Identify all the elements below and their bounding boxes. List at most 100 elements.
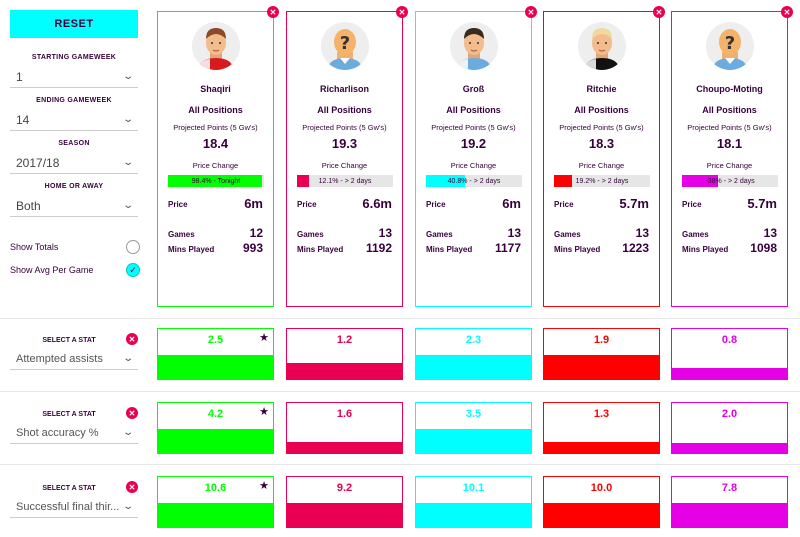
stat-value-box: 1.2 — [286, 328, 403, 380]
player-position: All Positions — [317, 105, 372, 115]
close-icon[interactable]: ✕ — [267, 6, 279, 18]
games-label: Games — [682, 230, 709, 239]
price-change-label: Price Change — [321, 161, 368, 170]
price-value: 5.7m — [747, 196, 777, 211]
close-icon[interactable]: ✕ — [781, 6, 793, 18]
mins-played-value: 993 — [242, 241, 263, 255]
close-icon[interactable]: ✕ — [126, 407, 138, 419]
mins-played-label: Mins Played — [426, 245, 473, 254]
price-change-label: Price Change — [450, 161, 497, 170]
stat-fill — [672, 503, 787, 527]
select-stat-label: SELECT A STAT — [42, 485, 96, 492]
close-icon[interactable]: ✕ — [396, 6, 408, 18]
stat-select[interactable]: Attempted assists ⌄ — [10, 348, 138, 370]
show-totals-radio[interactable] — [126, 240, 140, 254]
close-icon[interactable]: ✕ — [653, 6, 665, 18]
projected-points-label: Projected Points (5 Gw's) — [302, 123, 387, 132]
price-value: 6.6m — [362, 196, 392, 211]
stat-value: 2.3 — [465, 334, 482, 346]
projected-points-label: Projected Points (5 Gw's) — [687, 123, 772, 132]
stat-value: 1.6 — [336, 408, 353, 420]
stat-value: 4.2 — [207, 408, 224, 420]
starting-gameweek-label: STARTING GAMEWEEK — [31, 54, 117, 61]
stat-value: 0.8 — [721, 334, 738, 346]
stat-value-box: 1.9 — [543, 328, 660, 380]
stat-fill — [287, 503, 402, 527]
stat-fill — [287, 442, 402, 453]
price-label: Price — [297, 200, 317, 209]
price-change-label: Price Change — [578, 161, 625, 170]
svg-text:?: ? — [340, 33, 350, 54]
player-avatar: ? — [321, 22, 369, 70]
price-change-label: Price Change — [192, 161, 239, 170]
stat-value: 2.5 — [207, 334, 224, 346]
games-value: 13 — [763, 226, 777, 240]
season-label: SEASON — [58, 140, 90, 147]
close-icon[interactable]: ✕ — [126, 481, 138, 493]
stat-value: 1.9 — [593, 334, 610, 346]
player-card: ✕ Groß All Positions Projected Points (5… — [415, 6, 537, 307]
chevron-down-icon: ⌄ — [121, 427, 134, 438]
reset-button[interactable]: RESET — [10, 10, 138, 38]
price-change-fill — [168, 175, 263, 187]
price-label: Price — [682, 200, 702, 209]
player-card: ✕ Ritchie All Positions Projected Points… — [543, 6, 665, 307]
stat-value-box: 10.1 — [415, 476, 532, 528]
games-label: Games — [554, 230, 581, 239]
stat-value: 3.5 — [465, 408, 482, 420]
projected-points-value: 18.4 — [202, 136, 229, 151]
player-card: ✕ ? Choupo-Moting All Positions Projecte… — [671, 6, 793, 307]
stat-value-box: 1.3 — [543, 402, 660, 454]
stat-value: 1.2 — [336, 334, 353, 346]
ending-gameweek-value: 14 — [16, 112, 30, 127]
star-icon: ★ — [259, 406, 269, 418]
games-label: Games — [426, 230, 453, 239]
svg-text:?: ? — [725, 33, 735, 54]
mins-played-value: 1223 — [622, 241, 649, 255]
games-label: Games — [297, 230, 324, 239]
player-avatar: ? — [706, 22, 754, 70]
row-divider — [0, 318, 800, 319]
starting-gameweek-select[interactable]: 1 ⌄ — [10, 66, 138, 88]
price-value: 6m — [502, 196, 521, 211]
stat-value-box: 3.5 — [415, 402, 532, 454]
select-stat-label: SELECT A STAT — [42, 337, 96, 344]
player-name: Groß — [462, 84, 485, 94]
home-away-value: Both — [16, 198, 41, 213]
projected-points-value: 19.2 — [460, 136, 487, 151]
show-totals-toggle[interactable]: Show Totals — [10, 240, 140, 254]
price-change-text: 40.8% - > 2 days — [447, 177, 501, 185]
player-position: All Positions — [188, 105, 243, 115]
stat-value-box: 2.5 ★ — [157, 328, 274, 380]
stat-select[interactable]: Successful final thir... ⌄ — [10, 496, 138, 518]
show-avg-toggle[interactable]: Show Avg Per Game ✓ — [10, 263, 140, 277]
stat-fill — [287, 363, 402, 379]
stat-value: 10.6 — [204, 482, 227, 494]
games-value: 12 — [249, 226, 263, 240]
stat-fill — [544, 503, 659, 527]
games-label: Games — [168, 230, 195, 239]
games-value: 13 — [635, 226, 649, 240]
row-divider — [0, 391, 800, 392]
player-position: All Positions — [574, 105, 629, 115]
stat-value-box: 1.6 — [286, 402, 403, 454]
close-icon[interactable]: ✕ — [126, 333, 138, 345]
stat-value-box: 7.8 — [671, 476, 788, 528]
stat-select-value: Shot accuracy % — [16, 426, 99, 439]
stat-value: 2.0 — [721, 408, 738, 420]
ending-gameweek-select[interactable]: 14 ⌄ — [10, 109, 138, 131]
checkmark-icon[interactable]: ✓ — [126, 263, 140, 277]
stat-fill — [544, 442, 659, 453]
stat-select-value: Successful final thir... — [16, 500, 120, 513]
chevron-down-icon: ⌄ — [121, 157, 134, 168]
stat-value-box: 10.0 — [543, 476, 660, 528]
player-position: All Positions — [702, 105, 757, 115]
price-change-text: -38% - > 2 days — [705, 177, 755, 185]
close-icon[interactable]: ✕ — [525, 6, 537, 18]
home-away-select[interactable]: Both ⌄ — [10, 195, 138, 217]
season-select[interactable]: 2017/18 ⌄ — [10, 152, 138, 174]
stat-select[interactable]: Shot accuracy % ⌄ — [10, 422, 138, 444]
player-name: Choupo-Moting — [696, 84, 763, 94]
mins-played-label: Mins Played — [297, 245, 344, 254]
stat-fill — [416, 429, 531, 453]
